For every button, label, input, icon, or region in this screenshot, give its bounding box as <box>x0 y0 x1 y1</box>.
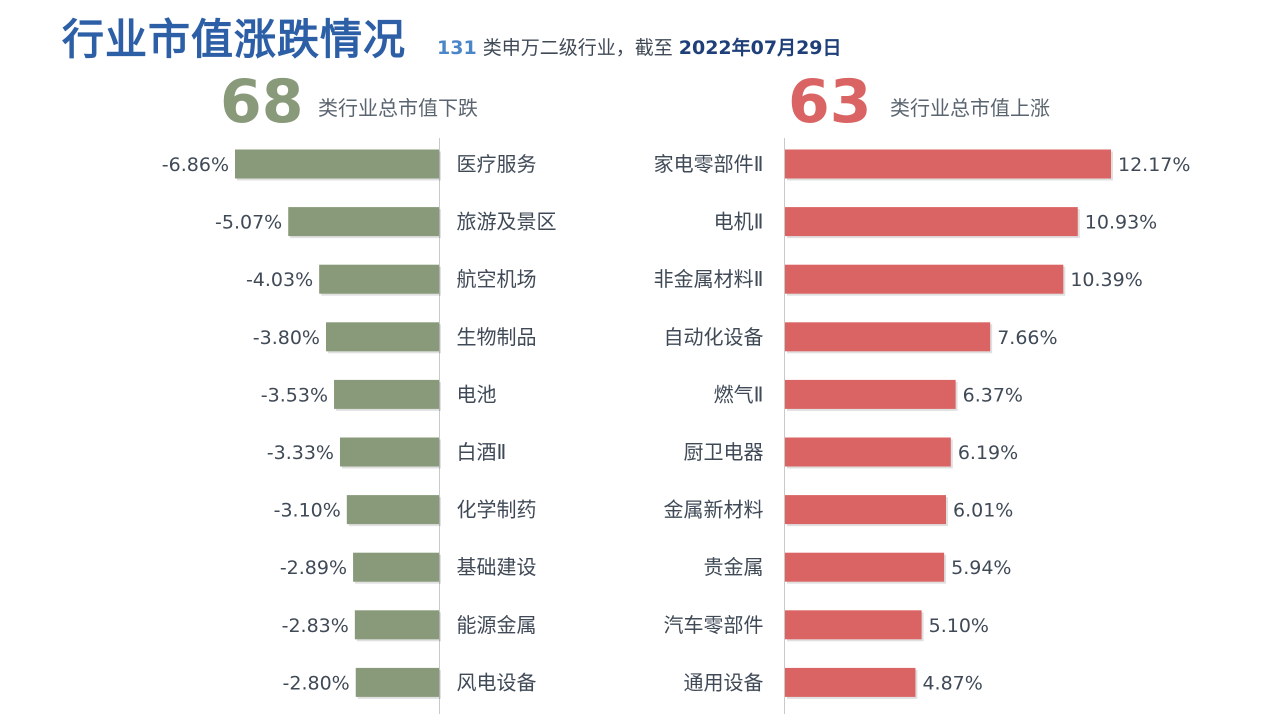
up-bar <box>785 667 916 697</box>
up-bar <box>785 264 1064 294</box>
down-caption: 类行业总市值下跌 <box>318 96 478 120</box>
up-category-label: 电机Ⅱ <box>714 210 764 234</box>
page-subtitle: 131 类申万二级行业，截至 2022年07月29日 <box>437 35 842 61</box>
down-bar <box>325 322 439 352</box>
up-value-label: 4.87% <box>922 672 982 694</box>
up-category-label: 贵金属 <box>704 555 764 579</box>
down-value-label: -6.86% <box>162 154 229 176</box>
up-value-label: 6.01% <box>953 500 1013 522</box>
up-value-label: 6.37% <box>963 384 1023 406</box>
down-bar <box>319 264 439 294</box>
up-caption: 类行业总市值上涨 <box>890 96 1050 120</box>
down-value-label: -4.03% <box>246 269 313 291</box>
up-value-label: 6.19% <box>958 442 1018 464</box>
down-category-label: 旅游及景区 <box>457 210 557 234</box>
down-bar <box>339 437 439 467</box>
down-bar <box>355 667 439 697</box>
down-bar <box>354 610 439 640</box>
up-category-label: 厨卫电器 <box>684 440 764 464</box>
up-value-label: 10.39% <box>1070 269 1142 291</box>
up-value-label: 5.94% <box>951 557 1011 579</box>
down-value-label: -3.80% <box>253 327 320 349</box>
down-category-label: 电池 <box>457 382 497 406</box>
up-bar <box>785 379 956 409</box>
down-category-label: 航空机场 <box>457 267 537 291</box>
down-count: 68 <box>220 67 304 137</box>
page-title: 行业市值涨跌情况 <box>62 15 407 64</box>
up-count: 63 <box>788 67 872 137</box>
up-category-label: 通用设备 <box>684 670 764 694</box>
down-value-label: -3.10% <box>274 500 341 522</box>
up-bar <box>785 207 1078 237</box>
down-category-label: 化学制药 <box>457 498 537 522</box>
down-value-label: -2.89% <box>280 557 347 579</box>
up-bar <box>785 437 951 467</box>
up-value-label: 10.93% <box>1085 212 1157 234</box>
up-category-label: 非金属材料Ⅱ <box>654 267 764 291</box>
down-category-label: 生物制品 <box>457 325 537 349</box>
subtitle-text: 类申万二级行业，截至 <box>476 37 679 59</box>
up-value-label: 12.17% <box>1118 154 1190 176</box>
down-category-label: 风电设备 <box>457 670 537 694</box>
up-category-label: 自动化设备 <box>664 325 764 349</box>
down-category-label: 能源金属 <box>457 613 537 637</box>
industry-count: 131 <box>437 37 477 59</box>
down-bar <box>334 379 439 409</box>
down-category-label: 医疗服务 <box>457 152 537 176</box>
down-value-label: -2.83% <box>282 615 349 637</box>
up-bar <box>785 552 945 582</box>
down-bar <box>235 149 439 179</box>
up-value-label: 7.66% <box>997 327 1057 349</box>
down-value-label: -2.80% <box>283 672 350 694</box>
down-bar <box>353 552 439 582</box>
down-value-label: -3.53% <box>261 384 328 406</box>
down-bar <box>288 207 439 237</box>
up-category-label: 燃气Ⅱ <box>714 382 764 406</box>
up-bar <box>785 610 922 640</box>
up-category-label: 金属新材料 <box>664 498 764 522</box>
up-value-label: 5.10% <box>929 615 989 637</box>
down-value-label: -3.33% <box>267 442 334 464</box>
down-value-label: -5.07% <box>215 212 282 234</box>
up-bar <box>785 495 946 525</box>
up-category-label: 家电零部件Ⅱ <box>654 152 764 176</box>
up-bar <box>785 149 1111 179</box>
as-of-date: 2022年07月29日 <box>678 37 842 59</box>
down-category-label: 基础建设 <box>457 555 537 579</box>
up-bar <box>785 322 991 352</box>
up-category-label: 汽车零部件 <box>664 613 764 637</box>
down-bar <box>346 495 439 525</box>
down-category-label: 白酒Ⅱ <box>457 440 507 464</box>
